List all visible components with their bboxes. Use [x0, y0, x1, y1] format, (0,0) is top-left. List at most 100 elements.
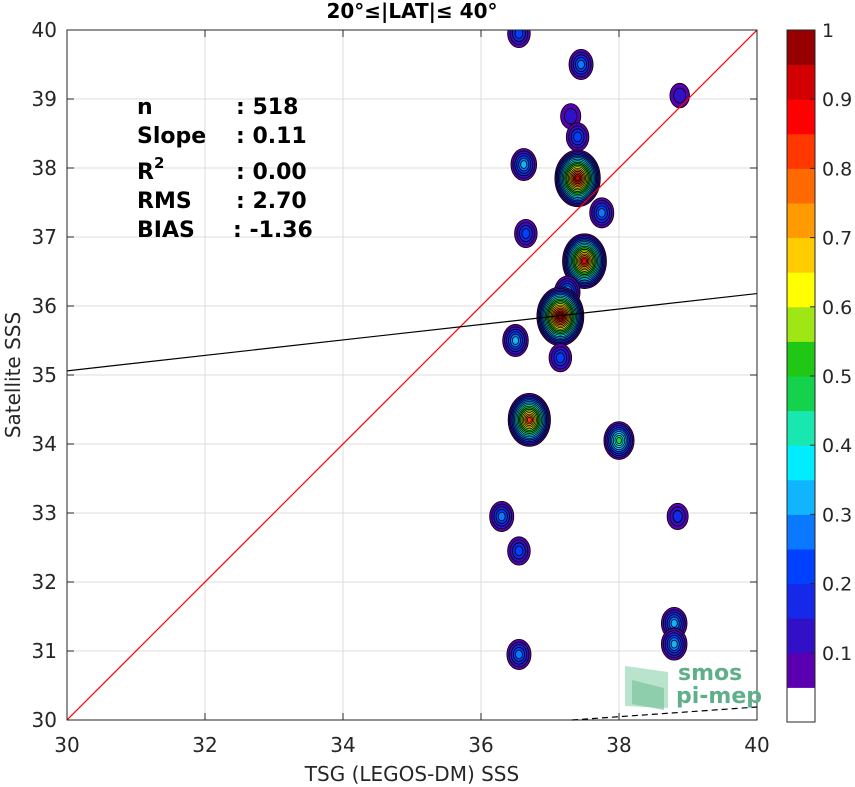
density-contour — [526, 416, 532, 423]
density-contour — [597, 208, 606, 218]
density-blob — [514, 219, 538, 249]
chart-title: 20°≤|LAT|≤ 40° — [326, 0, 497, 23]
y-tick-label: 34 — [32, 432, 57, 456]
regression-line — [67, 292, 757, 372]
density-contour — [575, 175, 580, 182]
density-blob — [562, 233, 607, 289]
colorbar-segment — [787, 203, 815, 239]
density-blob — [565, 122, 590, 152]
colorbar-segment — [787, 237, 815, 273]
y-tick-label: 30 — [32, 708, 57, 732]
colorbar-segment — [787, 30, 815, 66]
x-tick-label: 34 — [330, 733, 355, 757]
colorbar-segment — [787, 376, 815, 412]
density-blob — [510, 148, 538, 181]
colorbar-ticks: 0.1 0.2 0.3 0.4 0.5 0.6 0.7 0.8 0.9 1 — [810, 20, 852, 665]
density-blob — [660, 627, 688, 661]
one-to-one-line — [67, 30, 757, 720]
x-axis-title: TSG (LEGOS-DM) SSS — [304, 762, 519, 786]
x-tick-label: 38 — [606, 733, 631, 757]
stat-value-rms: : 2.70 — [236, 189, 307, 214]
density-blob — [554, 149, 601, 208]
density-blob — [666, 502, 689, 531]
stat-value-bias: : -1.36 — [233, 218, 313, 243]
density-contour — [616, 437, 622, 445]
y-tick-label: 35 — [32, 363, 57, 387]
colorbar-tick-label: 0.9 — [822, 89, 852, 111]
stat-value-slope: : 0.11 — [236, 124, 307, 149]
density-blob — [502, 324, 529, 357]
density-contour — [556, 352, 565, 364]
density-blob — [507, 392, 551, 447]
x-axis-ticks: 30 32 34 36 38 40 — [54, 30, 770, 757]
density-contour — [511, 336, 520, 345]
density-contour — [673, 87, 687, 104]
stats-box: n : 518 Slope : 0.11 R2 : 0.00 RMS : 2.7… — [137, 95, 313, 243]
colorbar-tick-label: 0.6 — [822, 297, 852, 319]
density-contour — [514, 545, 524, 557]
logo-dashed-line — [571, 706, 758, 721]
colorbar-segment — [787, 410, 815, 446]
colorbar-tick-label: 0.1 — [822, 643, 852, 665]
colorbar-tick-label: 0.8 — [822, 158, 852, 180]
colorbar-segment — [787, 652, 815, 688]
density-blob — [669, 82, 690, 109]
density-contour — [670, 639, 678, 649]
density-blob — [506, 638, 532, 670]
stat-value-r2: : 0.00 — [236, 160, 307, 185]
stat-label-rms: RMS — [137, 189, 192, 214]
density-contour — [514, 30, 524, 39]
density-blob — [589, 197, 615, 229]
density-blob — [536, 286, 585, 347]
density-contour — [573, 131, 582, 143]
colorbar-segment — [787, 583, 815, 619]
colorbar-segment — [787, 341, 815, 377]
y-tick-label: 31 — [32, 639, 57, 663]
density-blob — [507, 30, 531, 48]
y-tick-label: 36 — [32, 294, 57, 318]
stat-value-n: : 518 — [236, 95, 298, 120]
y-tick-label: 37 — [32, 225, 57, 249]
density-blob — [489, 500, 515, 532]
x-tick-label: 32 — [192, 733, 217, 757]
stat-label-n: n — [137, 95, 153, 120]
colorbar-tick-label: 0.3 — [822, 504, 852, 526]
density-contour — [521, 228, 531, 239]
grid — [66, 29, 758, 721]
density-contours — [489, 30, 690, 670]
density-contour — [670, 619, 678, 628]
colorbar-tick-label: 0.4 — [822, 435, 852, 457]
density-contour — [497, 511, 506, 522]
y-tick-label: 33 — [32, 501, 57, 525]
colorbar-segment — [787, 549, 815, 585]
y-tick-label: 39 — [32, 87, 57, 111]
density-blob — [560, 103, 582, 130]
x-tick-label: 40 — [744, 733, 769, 757]
colorbar-segment — [787, 618, 815, 654]
colorbar-segment — [787, 168, 815, 204]
colorbar — [787, 30, 815, 723]
reference-lines — [67, 30, 757, 720]
colorbar-tick-label: 1 — [822, 20, 834, 42]
density-blob — [507, 536, 531, 566]
colorbar-segment — [787, 687, 815, 723]
density-blob — [568, 49, 594, 80]
y-axis-title: Satellite SSS — [1, 312, 25, 438]
colorbar-tick-label: 0.2 — [822, 574, 852, 596]
density-contour — [564, 108, 578, 125]
stat-label-slope: Slope — [137, 124, 206, 149]
colorbar-segment — [787, 272, 815, 308]
logo-text-pimep: pi-mep — [676, 684, 762, 709]
y-tick-label: 32 — [32, 570, 57, 594]
density-blob — [548, 343, 573, 373]
colorbar-tick-label: 0.5 — [822, 366, 852, 388]
colorbar-segment — [787, 133, 815, 169]
y-axis-ticks: 30 31 32 33 34 35 36 37 38 39 40 — [32, 18, 757, 732]
colorbar-segment — [787, 99, 815, 135]
y-tick-label: 38 — [32, 156, 57, 180]
stat-label-r2: R2 — [137, 154, 164, 185]
logo-text-smos: smos — [678, 661, 742, 686]
smos-pimep-logo: smos pi-mep — [571, 661, 762, 721]
colorbar-segment — [787, 306, 815, 342]
